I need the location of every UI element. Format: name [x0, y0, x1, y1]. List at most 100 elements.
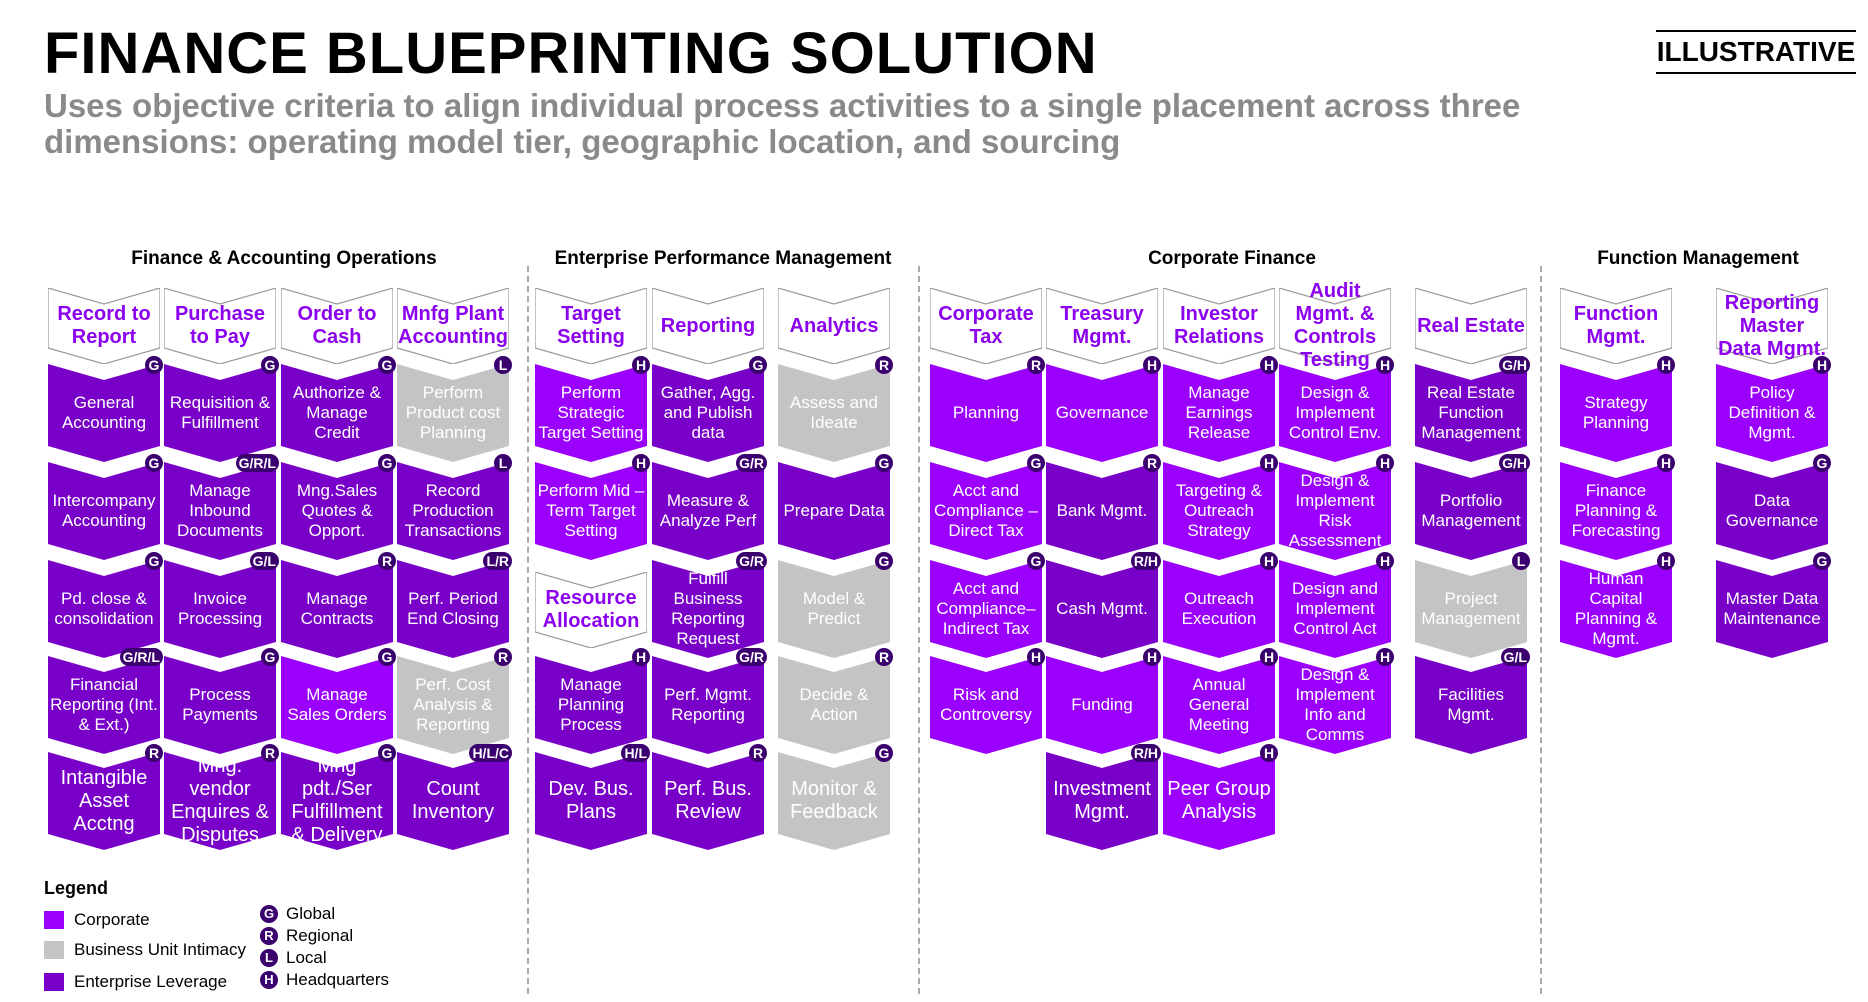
process-step-design-and-implement-control-act: Design and Implement Control Act H: [1279, 552, 1394, 658]
process-step-financial-reporting-int-ext: Financial Reporting (Int. & Ext.) G/R/L: [48, 648, 163, 754]
chevron-shape: [48, 752, 160, 850]
header-shape: [1415, 288, 1527, 364]
location-badge: R/H: [1130, 552, 1161, 570]
location-badge: R: [875, 356, 893, 374]
chevron-shape: [1716, 560, 1828, 658]
process-step-manage-earnings-release: Manage Earnings Release H: [1163, 356, 1278, 462]
process-step-design-implement-control-env: Design & Implement Control Env. H: [1279, 356, 1394, 462]
chevron-shape: [281, 656, 393, 754]
process-header-label: Investor Relations: [1173, 303, 1265, 348]
chevron-shape: [164, 364, 276, 462]
chevron-shape: [778, 656, 890, 754]
chevron-shape: [164, 752, 276, 850]
location-badge: H: [1027, 648, 1045, 666]
chevron-shape: [1163, 560, 1275, 658]
process-step-targeting-outreach-strategy: Targeting & Outreach Strategy H: [1163, 454, 1278, 560]
process-header-analytics: Analytics: [778, 288, 890, 364]
chevron-shape: [48, 656, 160, 754]
process-step-label: Prepare Data: [783, 501, 885, 520]
location-badge: G/R/L: [119, 648, 163, 666]
process-step-label: Decide & Action: [799, 685, 869, 724]
process-step-portfolio-management: Portfolio Management G/H: [1415, 454, 1530, 560]
location-badge: H: [1657, 454, 1675, 472]
process-step-acct-and-compliance-indirect-tax: Acct and Compliance– Indirect Tax G: [930, 552, 1045, 658]
chevron-shape: [1415, 462, 1527, 560]
chevron-shape: [652, 560, 764, 658]
process-step-decide-action: Decide & Action R: [778, 648, 893, 754]
process-step-mng-vendor-enquires-disputes: Mng. vendor Enquires & DisputesR: [164, 744, 279, 850]
process-header-label: Analytics: [789, 314, 879, 337]
chevron-shape: [1415, 656, 1527, 754]
process-step-manage-contracts: Manage Contracts R: [281, 552, 396, 658]
location-badge: G: [261, 356, 279, 374]
process-header-mnfg-plant-accounting: Mnfg Plant Accounting: [397, 288, 509, 364]
process-step-label: Planning: [952, 403, 1020, 422]
process-step-mng-sales-quotes-opport: Mng.Sales Quotes & Opport. G: [281, 454, 396, 560]
process-step-label: Investment Mgmt.: [1053, 778, 1151, 823]
process-step-gather-agg-and-publish-data: Gather, Agg. and Publish data G: [652, 356, 767, 462]
chevron-shape: [1046, 364, 1158, 462]
process-step-label: Perform Mid – Term Target Setting: [537, 481, 645, 540]
location-badge: G/R: [736, 648, 767, 666]
process-header-treasury-mgmt: Treasury Mgmt.: [1046, 288, 1158, 364]
legend-marker-local: L Local: [260, 948, 327, 968]
header-shape: [930, 288, 1042, 364]
process-step-label: Acct and Compliance– Indirect Tax: [936, 579, 1036, 638]
chevron-shape: [535, 752, 647, 850]
chevron-shape: [1279, 656, 1391, 754]
legend-swatch: [44, 941, 64, 959]
process-header-function-mgmt: Function Mgmt.: [1560, 288, 1672, 364]
process-step-label: Master Data Maintenance: [1723, 589, 1821, 628]
location-badge: G/R: [736, 454, 767, 472]
location-badge: L: [1512, 552, 1530, 570]
location-badge: H: [1260, 744, 1278, 762]
location-badge: G: [378, 454, 396, 472]
location-badge: R: [261, 744, 279, 762]
process-step-project-management: Project Management L: [1415, 552, 1530, 658]
process-step-label: Model & Predict: [802, 589, 866, 628]
chevron-shape: [535, 656, 647, 754]
location-badge: H: [632, 454, 650, 472]
process-step-intangible-asset-acctng: Intangible Asset Acctng R: [48, 744, 163, 850]
location-badge: R: [494, 648, 512, 666]
process-step-count-inventory: Count Inventory H/L/C: [397, 744, 512, 850]
section-title-function-mgmt: Function Management: [1597, 248, 1799, 269]
process-header-resource-allocation: Resource Allocation: [535, 572, 647, 648]
chevron-shape: [281, 462, 393, 560]
process-step-label: Perf. Period End Closing: [407, 589, 499, 628]
header-shape: [281, 288, 393, 364]
process-step-label: Dev. Bus. Plans: [548, 778, 634, 823]
process-header-label: Mnfg Plant Accounting: [398, 303, 509, 348]
process-header-record-to-report: Record to Report: [48, 288, 160, 364]
process-header-label: Reporting Master Data Mgmt.: [1718, 291, 1826, 360]
location-badge: G: [145, 356, 163, 374]
location-badge: H: [1376, 356, 1394, 374]
location-badge: R: [1027, 356, 1045, 374]
process-header-real-estate: Real Estate: [1415, 288, 1527, 364]
chevron-shape: [1716, 462, 1828, 560]
location-badge: G: [875, 454, 893, 472]
process-step-design-implement-risk-assessment: Design & Implement Risk Assessment H: [1279, 454, 1394, 560]
process-header-purchase-to-pay: Purchase to Pay: [164, 288, 276, 364]
process-step-label: Portfolio Management: [1421, 491, 1521, 530]
legend-marker-hq: H Headquarters: [260, 970, 389, 990]
page-title: FINANCE BLUEPRINTING SOLUTION: [44, 21, 1098, 86]
legend-item-corporate: Corporate: [44, 910, 150, 930]
location-badge: G: [875, 744, 893, 762]
process-step-policy-definition-mgmt: Policy Definition & Mgmt. H: [1716, 356, 1831, 462]
location-badge: G/L: [1500, 648, 1530, 666]
chevron-shape: [1415, 560, 1527, 658]
location-badge: R: [1143, 454, 1161, 472]
process-step-label: Intangible Asset Acctng: [60, 766, 148, 835]
location-badge: G: [145, 552, 163, 570]
process-step-label: Cash Mgmt.: [1056, 599, 1148, 618]
process-step-finance-planning-forecasting: Finance Planning & Forecasting H: [1560, 454, 1675, 560]
header-shape: [1279, 288, 1391, 364]
process-step-perform-mid-term-target-setting: Perform Mid – Term Target Setting H: [535, 454, 650, 560]
process-step-label: Policy Definition & Mgmt.: [1728, 383, 1816, 442]
location-badge: H: [1260, 552, 1278, 570]
process-step-label: Manage Planning Process: [557, 675, 625, 734]
chevron-shape: [778, 462, 890, 560]
process-step-label: Mng. vendor Enquires & Disputes: [171, 755, 269, 846]
process-step-label: Financial Reporting (Int. & Ext.): [50, 675, 158, 734]
